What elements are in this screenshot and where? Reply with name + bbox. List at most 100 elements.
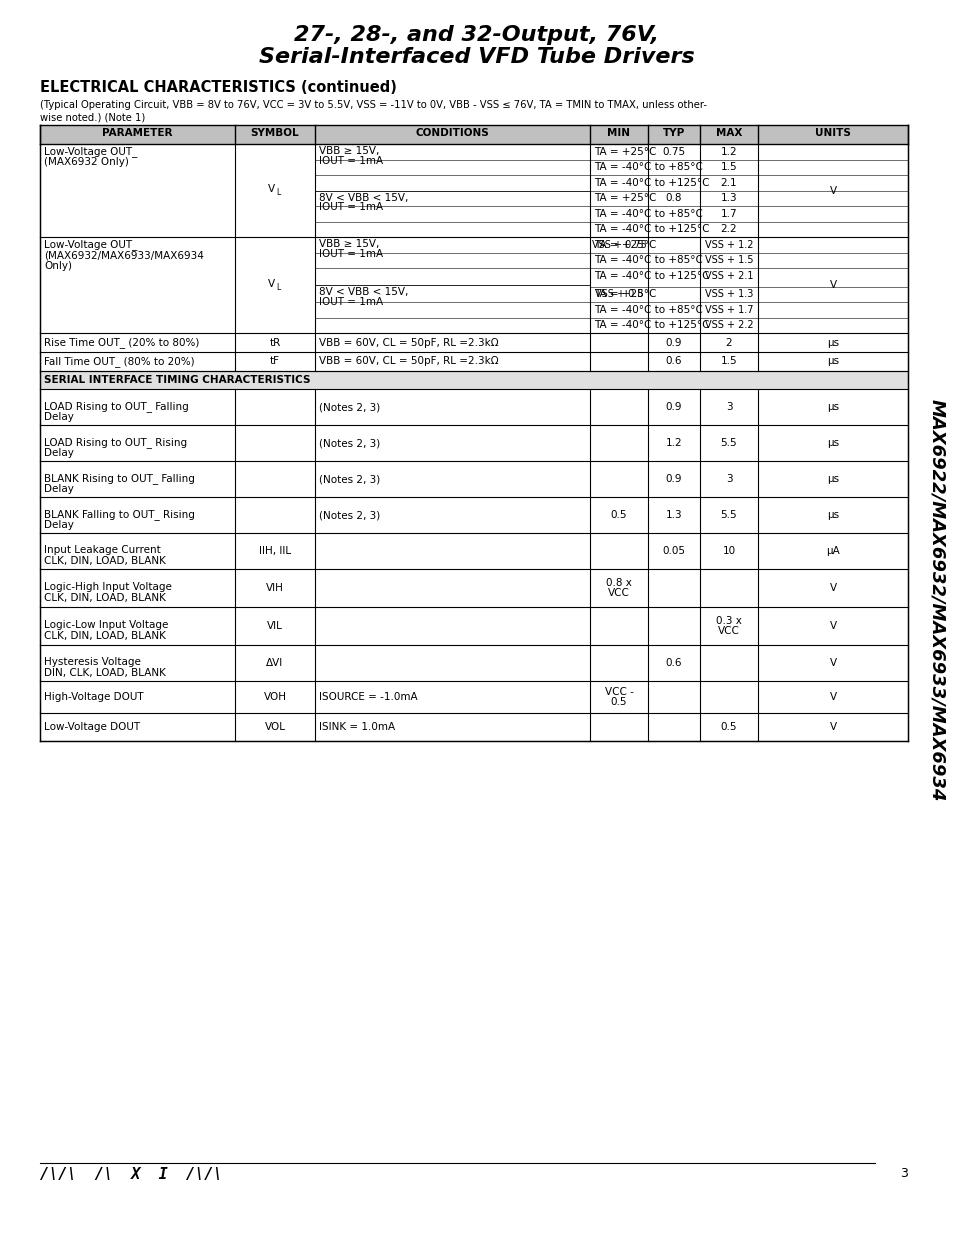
Text: VBB = 60V, CL = 50pF, RL =2.3kΩ: VBB = 60V, CL = 50pF, RL =2.3kΩ [318, 337, 498, 347]
Text: (Notes 2, 3): (Notes 2, 3) [318, 474, 380, 484]
Text: MAX: MAX [715, 128, 741, 138]
Text: V: V [267, 279, 274, 289]
Text: MAX6922/MAX6932/MAX6933/MAX6934: MAX6922/MAX6932/MAX6933/MAX6934 [927, 399, 945, 802]
Text: UNITS: UNITS [814, 128, 850, 138]
Text: 1.3: 1.3 [665, 510, 681, 520]
Text: VCC: VCC [718, 626, 740, 636]
Text: TA = +25°C: TA = +25°C [594, 193, 656, 204]
Text: 3: 3 [725, 403, 732, 412]
Text: ISINK = 1.0mA: ISINK = 1.0mA [318, 722, 395, 732]
Text: /\/\  /\  X  I  /\/\: /\/\ /\ X I /\/\ [40, 1167, 222, 1182]
Text: VSS + 1.7: VSS + 1.7 [704, 305, 753, 315]
Text: TA = -40°C to +125°C: TA = -40°C to +125°C [594, 178, 709, 188]
Text: 1.3: 1.3 [720, 193, 737, 204]
Text: Only): Only) [44, 261, 71, 270]
Text: 2.1: 2.1 [720, 178, 737, 188]
Text: (Notes 2, 3): (Notes 2, 3) [318, 510, 380, 520]
Text: (MAX6932 Only): (MAX6932 Only) [44, 157, 129, 167]
Text: 3: 3 [900, 1167, 907, 1179]
Text: 10: 10 [721, 546, 735, 556]
Text: TA = -40°C to +85°C: TA = -40°C to +85°C [594, 209, 702, 219]
Text: L: L [275, 283, 280, 291]
Text: VSS + 2.1: VSS + 2.1 [704, 270, 753, 280]
Text: (Typical Operating Circuit, VBB = 8V to 76V, VCC = 3V to 5.5V, VSS = -11V to 0V,: (Typical Operating Circuit, VBB = 8V to … [40, 100, 706, 110]
Text: (MAX6932/MAX6933/MAX6934: (MAX6932/MAX6933/MAX6934 [44, 249, 204, 261]
Text: TYP: TYP [662, 128, 684, 138]
Text: 1.2: 1.2 [720, 147, 737, 157]
Text: Delay: Delay [44, 412, 73, 422]
Text: 0.5: 0.5 [610, 510, 626, 520]
Text: 1.2: 1.2 [665, 438, 681, 448]
Text: Delay: Delay [44, 484, 73, 494]
Text: 1.5: 1.5 [720, 357, 737, 367]
Text: ELECTRICAL CHARACTERISTICS (continued): ELECTRICAL CHARACTERISTICS (continued) [40, 80, 396, 95]
Text: VCC: VCC [607, 588, 629, 598]
Text: CLK, DIN, LOAD, BLANK: CLK, DIN, LOAD, BLANK [44, 631, 166, 641]
Text: VSS + 0.8: VSS + 0.8 [594, 289, 642, 299]
Text: LOAD Rising to OUT_ Rising: LOAD Rising to OUT_ Rising [44, 437, 187, 448]
Text: μs: μs [826, 474, 839, 484]
Text: VSS + 1.3: VSS + 1.3 [704, 289, 753, 299]
Text: wise noted.) (Note 1): wise noted.) (Note 1) [40, 112, 145, 122]
Text: 5.5: 5.5 [720, 438, 737, 448]
Text: SYMBOL: SYMBOL [251, 128, 299, 138]
Text: 8V < VBB < 15V,: 8V < VBB < 15V, [318, 287, 408, 296]
Text: High-Voltage DOUT: High-Voltage DOUT [44, 692, 144, 701]
Text: tR: tR [269, 337, 280, 347]
Text: 0.5: 0.5 [610, 697, 626, 706]
Text: IOUT = 1mA: IOUT = 1mA [318, 296, 383, 308]
Text: IOUT = 1mA: IOUT = 1mA [318, 249, 383, 259]
Text: VCC -: VCC - [604, 687, 633, 697]
Text: TA = +25°C: TA = +25°C [594, 147, 656, 157]
Text: TA = -40°C to +125°C: TA = -40°C to +125°C [594, 225, 709, 235]
Text: VSS + 2.2: VSS + 2.2 [704, 320, 753, 330]
Text: 2.2: 2.2 [720, 225, 737, 235]
Text: Low-Voltage OUT_: Low-Voltage OUT_ [44, 240, 137, 249]
Text: TA = -40°C to +125°C: TA = -40°C to +125°C [594, 320, 709, 330]
Text: Hysteresis Voltage: Hysteresis Voltage [44, 657, 141, 667]
Text: TA = -40°C to +125°C: TA = -40°C to +125°C [594, 270, 709, 280]
Text: μs: μs [826, 510, 839, 520]
Text: Low-Voltage OUT_: Low-Voltage OUT_ [44, 146, 137, 157]
Text: 0.6: 0.6 [665, 658, 681, 668]
Text: TA = +25°C: TA = +25°C [594, 289, 656, 299]
Bar [40, 370, 907, 389]
Text: PARAMETER: PARAMETER [102, 128, 172, 138]
Text: V: V [828, 658, 836, 668]
Text: 3: 3 [725, 474, 732, 484]
Text: 5.5: 5.5 [720, 510, 737, 520]
Text: VSS + 1.5: VSS + 1.5 [704, 256, 753, 266]
Text: V: V [828, 280, 836, 290]
Text: Logic-High Input Voltage: Logic-High Input Voltage [44, 582, 172, 592]
Text: μs: μs [826, 357, 839, 367]
Text: 1.7: 1.7 [720, 209, 737, 219]
Text: BLANK Rising to OUT_ Falling: BLANK Rising to OUT_ Falling [44, 473, 194, 484]
Text: 0.8: 0.8 [665, 193, 681, 204]
Text: V: V [267, 184, 274, 194]
Text: MIN: MIN [607, 128, 630, 138]
Text: μs: μs [826, 337, 839, 347]
Text: V: V [828, 621, 836, 631]
Text: VBB = 60V, CL = 50pF, RL =2.3kΩ: VBB = 60V, CL = 50pF, RL =2.3kΩ [318, 357, 498, 367]
Text: 0.75: 0.75 [661, 147, 685, 157]
Text: VIH: VIH [266, 583, 284, 593]
Text: VBB ≥ 15V,: VBB ≥ 15V, [318, 146, 379, 156]
Text: TA = +25°C: TA = +25°C [594, 240, 656, 249]
Text: (Notes 2, 3): (Notes 2, 3) [318, 438, 380, 448]
Text: Low-Voltage DOUT: Low-Voltage DOUT [44, 722, 140, 732]
Text: TA = -40°C to +85°C: TA = -40°C to +85°C [594, 305, 702, 315]
Text: IOUT = 1mA: IOUT = 1mA [318, 203, 383, 212]
Text: 0.5: 0.5 [720, 722, 737, 732]
Text: Fall Time OUT_ (80% to 20%): Fall Time OUT_ (80% to 20%) [44, 356, 194, 367]
Text: BLANK Falling to OUT_ Rising: BLANK Falling to OUT_ Rising [44, 509, 194, 520]
Text: μs: μs [826, 438, 839, 448]
Text: TA = -40°C to +85°C: TA = -40°C to +85°C [594, 256, 702, 266]
Text: 0.3 x: 0.3 x [716, 616, 741, 626]
Text: V: V [828, 722, 836, 732]
Text: TA = -40°C to +85°C: TA = -40°C to +85°C [594, 162, 702, 172]
Text: VSS + 1.2: VSS + 1.2 [704, 240, 753, 249]
Text: Delay: Delay [44, 520, 73, 530]
Text: tF: tF [270, 357, 280, 367]
Text: ISOURCE = -1.0mA: ISOURCE = -1.0mA [318, 692, 417, 701]
Text: (Notes 2, 3): (Notes 2, 3) [318, 403, 380, 412]
